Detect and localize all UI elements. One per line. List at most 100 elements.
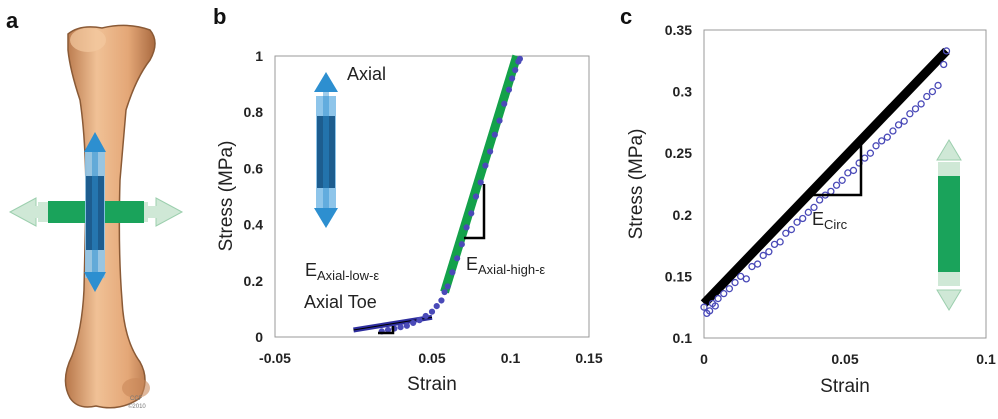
data-point (486, 148, 494, 155)
panel-b: b 0 0.2 0.4 0.6 0.8 1 -0.05 0.05 0.1 0.15 Stress… (213, 4, 603, 395)
data-point (463, 224, 470, 231)
panel-a-label: a (6, 8, 19, 33)
plot-b-high-slope-triangle (464, 184, 486, 240)
y-tick-label: 0 (255, 329, 263, 345)
data-point (906, 110, 914, 118)
plot-c-y-axis-label: Stress (MPa) (626, 129, 647, 240)
data-point (508, 75, 516, 82)
y-tick-label: 0.25 (665, 145, 692, 161)
fit-line (700, 47, 950, 307)
y-tick-label: 0.6 (244, 160, 264, 176)
data-point (900, 117, 908, 125)
plot-b-axial-toe-label: Axial Toe (304, 292, 377, 312)
data-point (714, 294, 722, 303)
plot-b-data (353, 54, 524, 335)
axial-direction-icon (84, 132, 106, 292)
y-tick-label: 0.4 (244, 217, 264, 233)
data-point (911, 105, 920, 113)
data-point (410, 319, 417, 327)
data-point (512, 66, 519, 74)
data-point (711, 302, 719, 310)
panel-a: a CCF ©2010 (6, 8, 184, 410)
data-point (397, 324, 404, 331)
illustration-credit: CCF ©2010 (128, 396, 146, 410)
data-point (928, 87, 937, 96)
panel-c-label: c (620, 4, 632, 29)
data-point (496, 117, 503, 124)
data-point (753, 260, 762, 268)
plot-b-e-low-label: EAxial-low-ε (305, 260, 379, 283)
panel-c: c 0.1 0.15 0.2 0.25 0.3 0.35 0 0.05 0.1 Stress … (620, 4, 996, 397)
plot-b-axial-icon (314, 72, 338, 228)
plot-b-e-high-label: EAxial-high-ε (466, 254, 545, 277)
plot-c-y-ticks: 0.1 0.15 0.2 0.25 0.3 0.35 (665, 22, 692, 346)
data-point (468, 210, 475, 217)
data-point (700, 303, 708, 311)
data-point (472, 193, 480, 200)
data-point (477, 179, 484, 186)
data-point (917, 100, 925, 108)
data-point (444, 283, 451, 290)
data-point (705, 307, 714, 315)
y-tick-label: 0.1 (673, 330, 693, 346)
data-point (403, 322, 410, 329)
plot-c-data (700, 47, 951, 318)
data-point (725, 285, 734, 293)
data-point (491, 131, 498, 138)
data-point (516, 55, 524, 62)
data-point (878, 137, 886, 145)
data-point (505, 86, 513, 93)
plot-b-x-axis-label: Strain (407, 374, 457, 395)
data-point (482, 162, 489, 169)
plot-b-y-axis-label: Stress (MPa) (216, 141, 237, 252)
data-point (433, 302, 440, 310)
data-point (799, 214, 807, 223)
plot-c-circumferential-icon (936, 139, 962, 311)
data-point (765, 248, 773, 256)
data-point (416, 317, 423, 324)
data-point (942, 47, 951, 55)
fit-line (440, 54, 522, 294)
data-point (787, 225, 796, 234)
data-point (804, 208, 812, 216)
data-point (793, 218, 801, 226)
data-point (776, 238, 784, 246)
x-tick-label: 0.1 (501, 350, 521, 366)
data-point (923, 92, 931, 101)
data-point (872, 142, 880, 150)
data-point (441, 288, 448, 296)
y-tick-label: 1 (255, 48, 263, 64)
y-tick-label: 0.8 (244, 104, 264, 120)
x-tick-label: -0.05 (259, 350, 291, 366)
x-tick-label: 0.05 (831, 351, 858, 367)
x-tick-label: 0.15 (575, 350, 602, 366)
data-point (454, 255, 461, 262)
plot-b-axial-label: Axial (347, 64, 386, 84)
data-point (889, 127, 897, 135)
data-point (832, 181, 841, 189)
data-point (815, 196, 824, 204)
data-point (849, 166, 858, 175)
data-point (934, 81, 942, 90)
data-point (940, 60, 948, 69)
plot-c-slope-triangle (804, 140, 863, 197)
plot-c-x-axis-label: Strain (820, 376, 870, 397)
y-tick-label: 0.2 (673, 207, 693, 223)
data-point (731, 278, 739, 287)
panel-b-label: b (213, 4, 226, 29)
plot-c-x-ticks: 0 0.05 0.1 (700, 351, 996, 367)
data-point (894, 121, 903, 129)
data-point (866, 149, 875, 157)
plot-b-low-slope-triangle (378, 326, 395, 335)
plot-b-y-ticks: 0 0.2 0.4 0.6 0.8 1 (244, 48, 264, 345)
y-tick-label: 0.35 (665, 22, 692, 38)
data-point (428, 308, 436, 315)
x-tick-label: 0 (700, 351, 708, 367)
data-point (883, 133, 891, 141)
data-point (720, 289, 728, 298)
plot-b-x-ticks: -0.05 0.05 0.1 0.15 (259, 350, 603, 366)
plot-c-e-circ-label: ECirc (812, 209, 848, 232)
data-point (458, 241, 465, 248)
data-point (759, 251, 767, 260)
